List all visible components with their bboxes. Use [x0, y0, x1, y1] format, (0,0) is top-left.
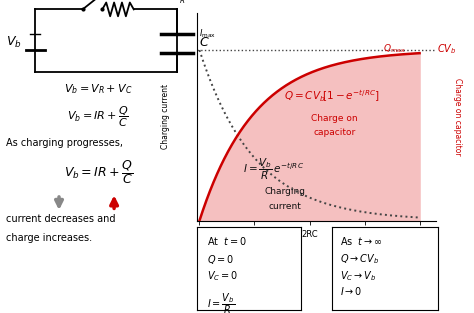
Text: Charging: Charging: [264, 187, 305, 196]
Text: $V_b = V_R + V_C$: $V_b = V_R + V_C$: [64, 82, 133, 96]
Text: time: time: [421, 244, 438, 254]
Text: current decreases and: current decreases and: [6, 214, 115, 224]
Text: $V_C = 0$: $V_C = 0$: [207, 269, 238, 283]
Text: Charge on capacitor: Charge on capacitor: [453, 78, 462, 156]
Text: capacitor: capacitor: [313, 128, 356, 137]
Text: $I \to 0$: $I \to 0$: [340, 285, 363, 297]
Text: $I = \dfrac{V_b}{R}$: $I = \dfrac{V_b}{R}$: [207, 291, 235, 313]
Text: $C$: $C$: [199, 36, 210, 49]
Text: As  $t \to \infty$: As $t \to \infty$: [340, 235, 383, 247]
Text: $CV_b$: $CV_b$: [437, 42, 456, 56]
Text: current: current: [268, 202, 301, 211]
Text: Charge on: Charge on: [311, 114, 357, 123]
Text: $V_C \to V_b$: $V_C \to V_b$: [340, 269, 377, 283]
Text: $I_{\rm max}$: $I_{\rm max}$: [199, 27, 216, 39]
Text: At  $t = 0$: At $t = 0$: [207, 235, 247, 247]
Text: Charging current: Charging current: [161, 84, 170, 149]
Text: $I = \dfrac{V_b}{R}\,e^{-t/RC}$: $I = \dfrac{V_b}{R}\,e^{-t/RC}$: [243, 157, 304, 182]
Text: $V_b$: $V_b$: [6, 35, 22, 50]
Text: As charging progresses,: As charging progresses,: [6, 137, 123, 147]
Text: $Q_{\rm max}$: $Q_{\rm max}$: [383, 43, 406, 55]
Text: $Q = CV_b\!\left[1-e^{-t/RC}\right]$: $Q = CV_b\!\left[1-e^{-t/RC}\right]$: [284, 88, 379, 104]
Text: charge increases.: charge increases.: [6, 233, 92, 243]
Text: $V_b = IR + \dfrac{Q}{C}$: $V_b = IR + \dfrac{Q}{C}$: [67, 105, 129, 129]
Text: $\frac{V_b}{R}$: $\frac{V_b}{R}$: [177, 0, 187, 6]
Text: $V_b = IR + \dfrac{Q}{C}$: $V_b = IR + \dfrac{Q}{C}$: [64, 158, 133, 186]
Text: $Q = 0$: $Q = 0$: [207, 253, 234, 266]
Text: $Q \to CV_b$: $Q \to CV_b$: [340, 253, 379, 266]
